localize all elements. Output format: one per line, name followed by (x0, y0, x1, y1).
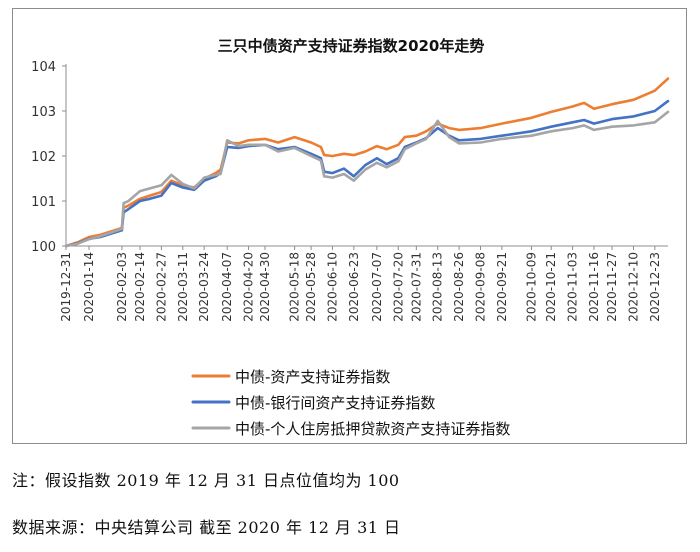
x-tick-label: 2020-02-27 (154, 252, 168, 322)
x-tick-label: 2020-02-03 (115, 252, 129, 322)
x-tick-label: 2020-11-16 (587, 252, 601, 322)
chart-frame: 三只中债资产支持证券指数2020年走势 100 101 102 103 104 2019-1… (12, 8, 687, 444)
x-tick-label: 2020-04-20 (242, 252, 256, 322)
x-tick-label: 2020-12-10 (626, 252, 640, 322)
x-tick-label: 2020-04-30 (258, 252, 272, 322)
x-tick-label: 2020-06-10 (325, 252, 339, 322)
series-line-3 (64, 110, 670, 248)
y-tick-label: 102 (31, 150, 56, 165)
x-tick-label: 2020-07-07 (370, 252, 384, 322)
x-tick-label: 2020-11-03 (566, 252, 580, 322)
x-tick-label: 2020-01-14 (82, 252, 96, 322)
x-tick-label: 2020-03-24 (197, 252, 211, 322)
x-tick-label: 2020-09-21 (495, 252, 509, 322)
x-tick-label: 2019-12-31 (59, 252, 73, 322)
chart-title: 三只中债资产支持证券指数2020年走势 (218, 37, 485, 55)
x-tick-label: 2020-08-26 (452, 252, 466, 322)
y-tick-label: 100 (31, 240, 56, 255)
series-line-1 (64, 77, 670, 248)
series-line-2 (64, 99, 670, 248)
x-tick-label: 2020-12-23 (648, 252, 662, 322)
y-tick-label: 104 (31, 60, 56, 75)
legend-label-2: 中债-银行间资产支持证券指数 (235, 394, 435, 412)
line-chart: 三只中债资产支持证券指数2020年走势 100 101 102 103 104 2019-1… (31, 37, 670, 438)
x-tick-label: 2020-04-07 (220, 252, 234, 322)
footnote-assumption: 注：假设指数 2019 年 12 月 31 日点位值均为 100 (12, 471, 400, 490)
footnote-source: 数据来源：中央结算公司 截至 2020 年 12 月 31 日 (12, 518, 401, 537)
x-tick-label: 2020-02-14 (133, 252, 147, 322)
y-tick-label: 101 (31, 195, 56, 210)
x-tick-label: 2020-05-28 (304, 252, 318, 322)
x-tick-label: 2020-05-18 (288, 252, 302, 322)
x-tick-label: 2020-10-09 (524, 252, 538, 322)
x-tick-label: 2020-03-11 (176, 252, 190, 322)
x-tick-label: 2020-07-31 (409, 252, 423, 322)
legend-label-1: 中债-资产支持证券指数 (235, 368, 390, 386)
legend-label-3: 中债-个人住房抵押贷款资产支持证券指数 (235, 420, 510, 438)
x-tick-label: 2020-08-13 (431, 252, 445, 322)
x-tick-label: 2020-09-08 (473, 252, 487, 322)
x-tick-label: 2020-10-21 (544, 252, 558, 322)
x-tick-label: 2020-06-23 (347, 252, 361, 322)
x-tick-label: 2020-07-20 (391, 252, 405, 322)
y-tick-label: 103 (31, 105, 56, 120)
x-tick-label: 2020-11-27 (605, 252, 619, 322)
